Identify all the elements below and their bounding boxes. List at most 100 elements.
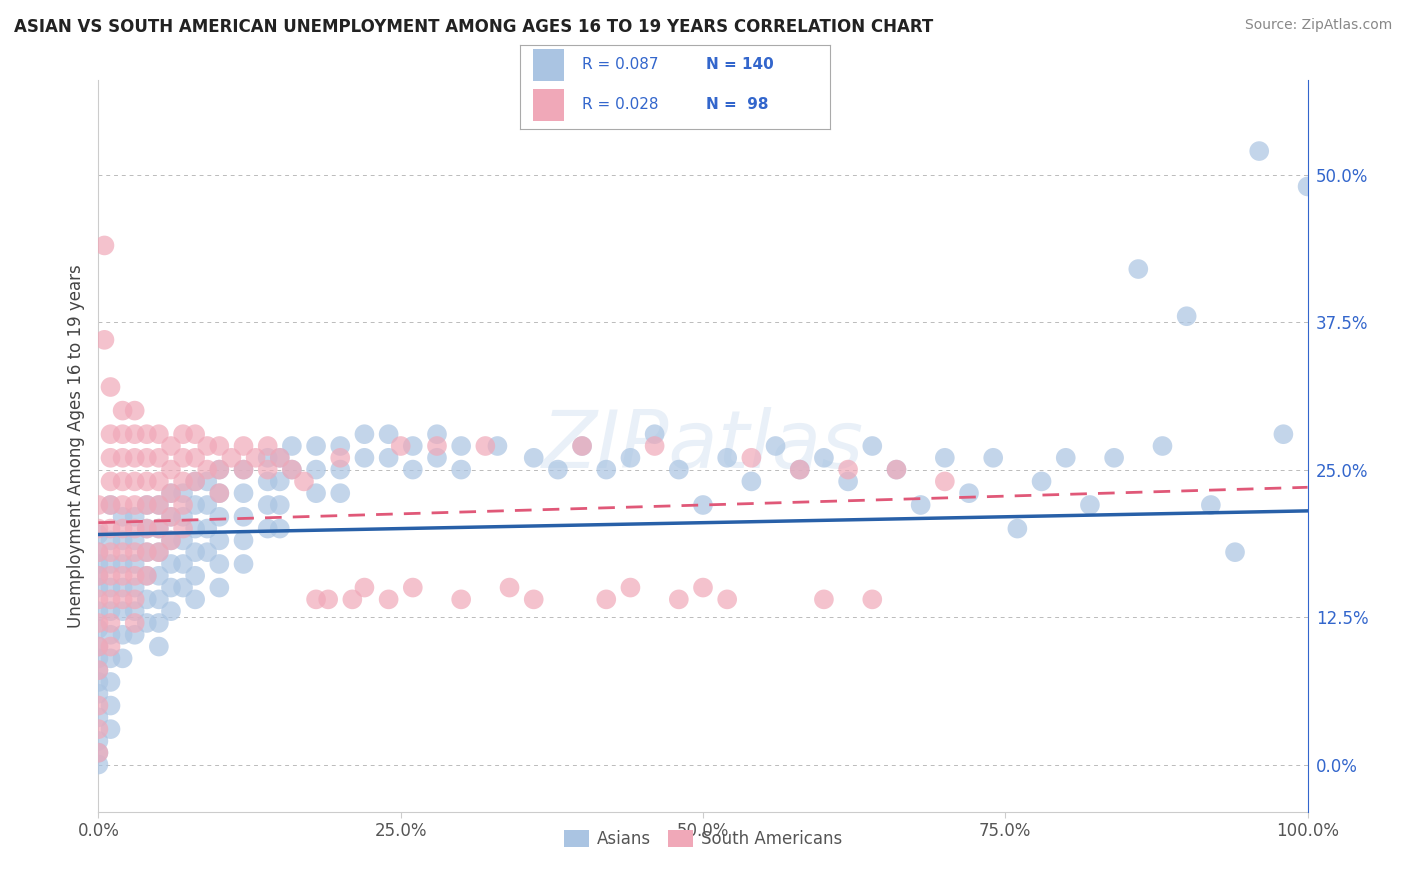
Point xyxy=(547,462,569,476)
Point xyxy=(124,568,146,582)
Point xyxy=(256,462,278,476)
Point xyxy=(148,450,170,465)
Point xyxy=(87,710,110,724)
Point xyxy=(87,604,110,618)
Point xyxy=(172,509,194,524)
Point xyxy=(668,592,690,607)
Point xyxy=(934,450,956,465)
Point xyxy=(100,698,122,713)
Point xyxy=(184,427,207,442)
Point xyxy=(87,568,110,582)
Point xyxy=(124,557,146,571)
FancyBboxPatch shape xyxy=(533,88,564,120)
Point xyxy=(184,498,207,512)
Point xyxy=(377,427,399,442)
Point xyxy=(111,557,134,571)
Point xyxy=(486,439,509,453)
Point xyxy=(100,675,122,690)
Point xyxy=(184,592,207,607)
Point xyxy=(111,568,134,582)
Point xyxy=(111,545,134,559)
Point xyxy=(281,439,304,453)
Point xyxy=(208,533,231,548)
Point xyxy=(208,462,231,476)
Point xyxy=(93,238,115,252)
Point xyxy=(195,498,218,512)
Point xyxy=(353,581,375,595)
Point xyxy=(208,581,231,595)
Point xyxy=(160,509,183,524)
Text: ZIPatlas: ZIPatlas xyxy=(541,407,865,485)
Point xyxy=(160,581,183,595)
Point xyxy=(148,498,170,512)
Point xyxy=(160,533,183,548)
Point xyxy=(87,698,110,713)
Point xyxy=(523,592,546,607)
Point xyxy=(87,545,110,559)
Point xyxy=(765,439,787,453)
Point xyxy=(269,450,291,465)
Text: Source: ZipAtlas.com: Source: ZipAtlas.com xyxy=(1244,18,1392,32)
Point xyxy=(305,439,328,453)
Point xyxy=(195,462,218,476)
Point xyxy=(87,663,110,677)
Point xyxy=(740,475,762,489)
Point xyxy=(148,640,170,654)
Point xyxy=(692,581,714,595)
Point xyxy=(232,439,254,453)
Point xyxy=(148,498,170,512)
Point xyxy=(100,533,122,548)
Point xyxy=(111,628,134,642)
Point xyxy=(172,581,194,595)
Point xyxy=(1128,262,1150,277)
Point xyxy=(1272,427,1295,442)
Point xyxy=(256,450,278,465)
Point xyxy=(160,439,183,453)
Point xyxy=(195,522,218,536)
Point xyxy=(100,427,122,442)
Point xyxy=(692,498,714,512)
Point xyxy=(195,475,218,489)
Text: R = 0.087: R = 0.087 xyxy=(582,57,658,72)
Point xyxy=(87,522,110,536)
Point xyxy=(148,427,170,442)
Point xyxy=(269,498,291,512)
Point xyxy=(124,628,146,642)
Point xyxy=(87,568,110,582)
Point xyxy=(1102,450,1125,465)
Point xyxy=(1175,310,1198,324)
Point xyxy=(329,450,352,465)
Point xyxy=(305,462,328,476)
Point xyxy=(571,439,593,453)
Point xyxy=(281,462,304,476)
Point xyxy=(87,581,110,595)
Point xyxy=(87,746,110,760)
Point xyxy=(208,509,231,524)
Point xyxy=(135,545,157,559)
Point xyxy=(184,450,207,465)
Point xyxy=(644,439,666,453)
FancyBboxPatch shape xyxy=(533,49,564,81)
Point xyxy=(100,581,122,595)
Point xyxy=(184,545,207,559)
Point xyxy=(124,450,146,465)
Point xyxy=(111,450,134,465)
Point xyxy=(135,498,157,512)
Point xyxy=(100,498,122,512)
Point xyxy=(716,450,738,465)
Point xyxy=(87,592,110,607)
Point xyxy=(426,450,449,465)
Point xyxy=(184,475,207,489)
Point xyxy=(124,533,146,548)
Point xyxy=(789,462,811,476)
Point xyxy=(124,581,146,595)
Point xyxy=(124,498,146,512)
Point xyxy=(100,628,122,642)
Point xyxy=(111,604,134,618)
Point xyxy=(595,462,617,476)
Point xyxy=(184,522,207,536)
Point xyxy=(124,604,146,618)
Point xyxy=(292,475,315,489)
Point xyxy=(124,509,146,524)
Point xyxy=(135,522,157,536)
